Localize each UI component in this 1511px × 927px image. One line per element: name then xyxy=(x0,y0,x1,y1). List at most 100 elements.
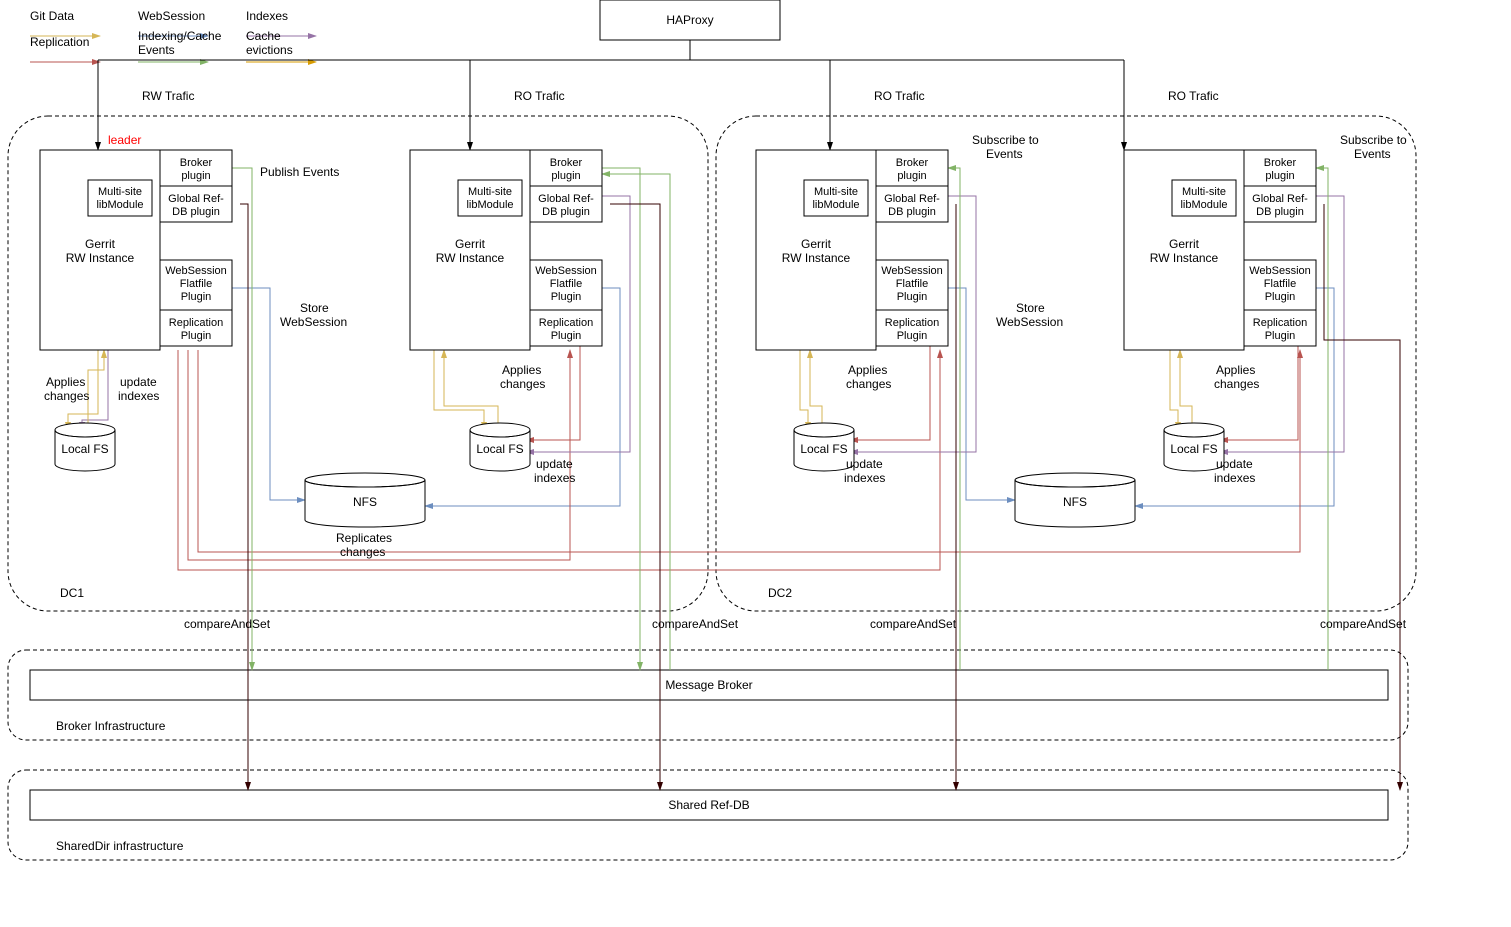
svg-text:Plugin: Plugin xyxy=(897,330,928,342)
svg-text:WebSession: WebSession xyxy=(138,9,205,23)
svg-text:Publish Events: Publish Events xyxy=(260,165,339,179)
svg-text:Multi-site: Multi-site xyxy=(98,186,142,198)
edge xyxy=(1316,168,1328,670)
svg-text:plugin: plugin xyxy=(897,170,926,182)
svg-text:libModule: libModule xyxy=(812,199,859,211)
svg-text:plugin: plugin xyxy=(551,170,580,182)
svg-text:SharedDir infrastructure: SharedDir infrastructure xyxy=(56,839,184,853)
svg-text:Gerrit: Gerrit xyxy=(1169,237,1200,251)
edge xyxy=(1180,350,1192,430)
svg-text:RW Instance: RW Instance xyxy=(1150,251,1219,265)
svg-text:WebSession: WebSession xyxy=(1249,265,1311,277)
svg-text:Events: Events xyxy=(138,43,175,57)
svg-text:RW Instance: RW Instance xyxy=(782,251,851,265)
svg-text:Replication: Replication xyxy=(1253,317,1307,329)
svg-text:RW Trafic: RW Trafic xyxy=(142,89,194,103)
svg-text:Shared Ref-DB: Shared Ref-DB xyxy=(668,798,749,812)
svg-text:WebSession: WebSession xyxy=(535,265,597,277)
svg-text:WebSession: WebSession xyxy=(280,315,347,329)
svg-text:Subscribe to: Subscribe to xyxy=(972,133,1039,147)
svg-text:Multi-site: Multi-site xyxy=(1182,186,1226,198)
svg-text:Plugin: Plugin xyxy=(1265,291,1296,303)
svg-text:Broker Infrastructure: Broker Infrastructure xyxy=(56,719,166,733)
svg-text:Plugin: Plugin xyxy=(181,330,212,342)
svg-text:update: update xyxy=(1216,457,1253,471)
svg-text:Message Broker: Message Broker xyxy=(665,678,752,692)
edge xyxy=(800,350,808,430)
svg-text:libModule: libModule xyxy=(96,199,143,211)
svg-text:update: update xyxy=(120,375,157,389)
svg-text:Store: Store xyxy=(1016,301,1045,315)
svg-text:evictions: evictions xyxy=(246,43,293,57)
svg-text:Flatfile: Flatfile xyxy=(896,278,928,290)
svg-text:compareAndSet: compareAndSet xyxy=(870,617,957,631)
svg-text:NFS: NFS xyxy=(353,495,377,509)
svg-text:Multi-site: Multi-site xyxy=(468,186,512,198)
svg-text:Store: Store xyxy=(300,301,329,315)
svg-text:DC2: DC2 xyxy=(768,586,792,600)
svg-text:Broker: Broker xyxy=(180,157,213,169)
svg-text:plugin: plugin xyxy=(1265,170,1294,182)
edge xyxy=(434,350,484,430)
svg-text:Local FS: Local FS xyxy=(1170,442,1217,456)
svg-text:DB plugin: DB plugin xyxy=(542,206,590,218)
svg-text:compareAndSet: compareAndSet xyxy=(184,617,271,631)
svg-text:Global Ref-: Global Ref- xyxy=(884,193,940,205)
edge xyxy=(610,204,660,790)
svg-text:Plugin: Plugin xyxy=(551,330,582,342)
svg-text:indexes: indexes xyxy=(1214,471,1255,485)
svg-text:Multi-site: Multi-site xyxy=(814,186,858,198)
svg-text:Global Ref-: Global Ref- xyxy=(168,193,224,205)
edge xyxy=(444,350,498,430)
edge xyxy=(810,350,822,430)
svg-text:HAProxy: HAProxy xyxy=(666,13,713,27)
svg-text:Cache: Cache xyxy=(246,29,281,43)
svg-text:Replication: Replication xyxy=(885,317,939,329)
svg-text:Flatfile: Flatfile xyxy=(550,278,582,290)
svg-text:DB plugin: DB plugin xyxy=(172,206,220,218)
edge xyxy=(1324,204,1400,790)
svg-text:update: update xyxy=(846,457,883,471)
edge xyxy=(232,168,252,670)
svg-text:DB plugin: DB plugin xyxy=(888,206,936,218)
edge xyxy=(602,168,640,670)
svg-text:Gerrit: Gerrit xyxy=(85,237,116,251)
svg-text:RO Trafic: RO Trafic xyxy=(514,89,565,103)
svg-text:Applies: Applies xyxy=(1216,363,1255,377)
svg-text:plugin: plugin xyxy=(181,170,210,182)
svg-text:compareAndSet: compareAndSet xyxy=(1320,617,1407,631)
svg-text:changes: changes xyxy=(500,377,545,391)
svg-text:Global Ref-: Global Ref- xyxy=(1252,193,1308,205)
svg-text:Flatfile: Flatfile xyxy=(1264,278,1296,290)
edge xyxy=(1170,350,1178,430)
svg-text:Plugin: Plugin xyxy=(551,291,582,303)
svg-text:RO Trafic: RO Trafic xyxy=(1168,89,1219,103)
svg-text:DC1: DC1 xyxy=(60,586,84,600)
svg-text:Events: Events xyxy=(1354,147,1391,161)
svg-text:Replicates: Replicates xyxy=(336,531,392,545)
svg-text:Broker: Broker xyxy=(1264,157,1297,169)
svg-text:Replication: Replication xyxy=(30,35,89,49)
svg-text:changes: changes xyxy=(1214,377,1259,391)
svg-text:DB plugin: DB plugin xyxy=(1256,206,1304,218)
svg-text:Applies: Applies xyxy=(46,375,85,389)
svg-text:indexes: indexes xyxy=(844,471,885,485)
svg-text:Global Ref-: Global Ref- xyxy=(538,193,594,205)
svg-text:Plugin: Plugin xyxy=(897,291,928,303)
svg-text:Gerrit: Gerrit xyxy=(801,237,832,251)
svg-text:leader: leader xyxy=(108,133,141,147)
svg-text:RO Trafic: RO Trafic xyxy=(874,89,925,103)
svg-text:compareAndSet: compareAndSet xyxy=(652,617,739,631)
svg-text:RW Instance: RW Instance xyxy=(66,251,135,265)
svg-text:Plugin: Plugin xyxy=(181,291,212,303)
svg-text:Subscribe to: Subscribe to xyxy=(1340,133,1407,147)
svg-text:Replication: Replication xyxy=(169,317,223,329)
svg-text:Broker: Broker xyxy=(896,157,929,169)
svg-text:Local FS: Local FS xyxy=(61,442,108,456)
edge xyxy=(88,350,104,430)
svg-text:Local FS: Local FS xyxy=(800,442,847,456)
svg-text:Replication: Replication xyxy=(539,317,593,329)
svg-text:changes: changes xyxy=(340,545,385,559)
svg-text:Broker: Broker xyxy=(550,157,583,169)
svg-text:WebSession: WebSession xyxy=(996,315,1063,329)
